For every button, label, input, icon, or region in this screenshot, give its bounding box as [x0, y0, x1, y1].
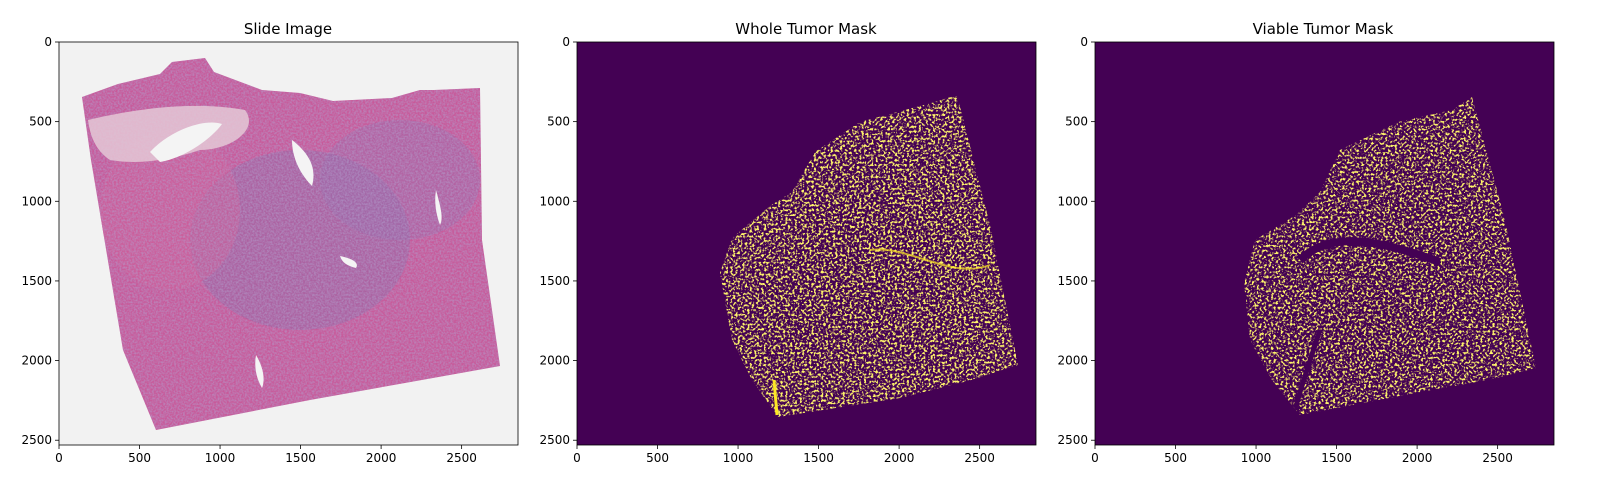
x-tick-label: 2000 [1402, 451, 1433, 465]
panel-title-whole-tumor: Whole Tumor Mask [735, 20, 877, 38]
x-tick-label: 1000 [205, 451, 236, 465]
axis-ticks: 0 500 1000 1500 2000 250005001000150020002500… [21, 35, 1512, 465]
x-tick-label: 0 [1091, 451, 1099, 465]
y-tick-label: 1500 [539, 274, 570, 288]
x-tick-label: 2000 [366, 451, 397, 465]
slide-hole [255, 355, 264, 388]
x-tick-label: 500 [1164, 451, 1187, 465]
x-tick-label: 1000 [723, 451, 754, 465]
x-tick-label: 500 [646, 451, 669, 465]
slide-hole [340, 256, 357, 268]
x-tick-label: 0 [55, 451, 63, 465]
y-tick-label: 2000 [539, 354, 570, 368]
slide-hole [150, 122, 222, 162]
y-tick-label: 1000 [539, 194, 570, 208]
y-tick-label: 500 [1065, 115, 1088, 129]
whole-mask-streak [772, 379, 779, 416]
y-tick-label: 2500 [21, 433, 52, 447]
y-tick-label: 1000 [21, 194, 52, 208]
whole-tumor-mask-panel [576, 41, 1037, 446]
x-tick-label: 1500 [1321, 451, 1352, 465]
y-tick-label: 0 [562, 35, 570, 49]
whole-mask-lesion-edge [869, 248, 991, 270]
x-tick-label: 2000 [884, 451, 915, 465]
x-tick-label: 2500 [1482, 451, 1513, 465]
x-tick-label: 2500 [964, 451, 995, 465]
viable-mask-dark-band [1292, 329, 1323, 411]
slide-hole [292, 140, 314, 186]
y-tick-label: 2500 [539, 433, 570, 447]
y-tick-label: 500 [29, 115, 52, 129]
y-tick-label: 2000 [21, 354, 52, 368]
slide-image-panel [58, 41, 519, 446]
x-tick-label: 0 [573, 451, 581, 465]
slide-hole [435, 190, 442, 225]
x-tick-label: 500 [128, 451, 151, 465]
panel-title-viable-tumor: Viable Tumor Mask [1253, 20, 1394, 38]
x-tick-label: 2500 [446, 451, 477, 465]
y-tick-label: 1000 [1057, 194, 1088, 208]
panel-title-slide: Slide Image [244, 20, 332, 38]
slide-axes-frame [58, 41, 519, 446]
viable-mask-dark-band [1297, 237, 1442, 266]
viable-tumor-mask-panel [1094, 41, 1555, 446]
y-tick-label: 500 [547, 115, 570, 129]
whole-axes-frame [576, 41, 1037, 446]
y-tick-label: 0 [1080, 35, 1088, 49]
y-tick-label: 1500 [1057, 274, 1088, 288]
viable-axes-frame [1094, 41, 1555, 446]
y-tick-label: 0 [44, 35, 52, 49]
y-tick-label: 2500 [1057, 433, 1088, 447]
x-tick-label: 1500 [803, 451, 834, 465]
x-tick-label: 1000 [1241, 451, 1272, 465]
y-tick-label: 2000 [1057, 354, 1088, 368]
y-tick-label: 1500 [21, 274, 52, 288]
x-tick-label: 1500 [285, 451, 316, 465]
slide-pale-region [88, 105, 249, 162]
